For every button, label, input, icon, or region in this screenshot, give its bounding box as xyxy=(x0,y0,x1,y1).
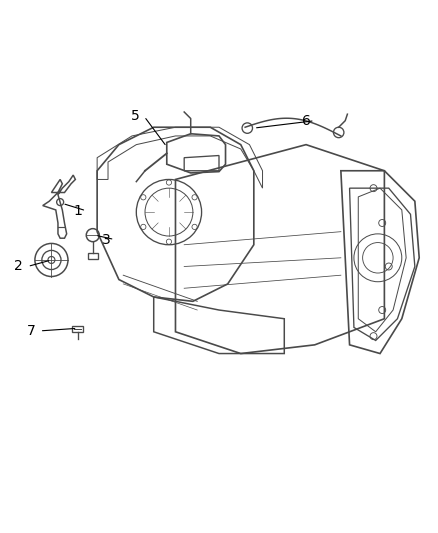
Text: 6: 6 xyxy=(302,114,311,128)
Text: 3: 3 xyxy=(102,232,110,247)
Text: 5: 5 xyxy=(131,109,140,123)
Text: 7: 7 xyxy=(27,324,35,338)
Text: 1: 1 xyxy=(73,204,82,218)
Text: 2: 2 xyxy=(14,260,23,273)
